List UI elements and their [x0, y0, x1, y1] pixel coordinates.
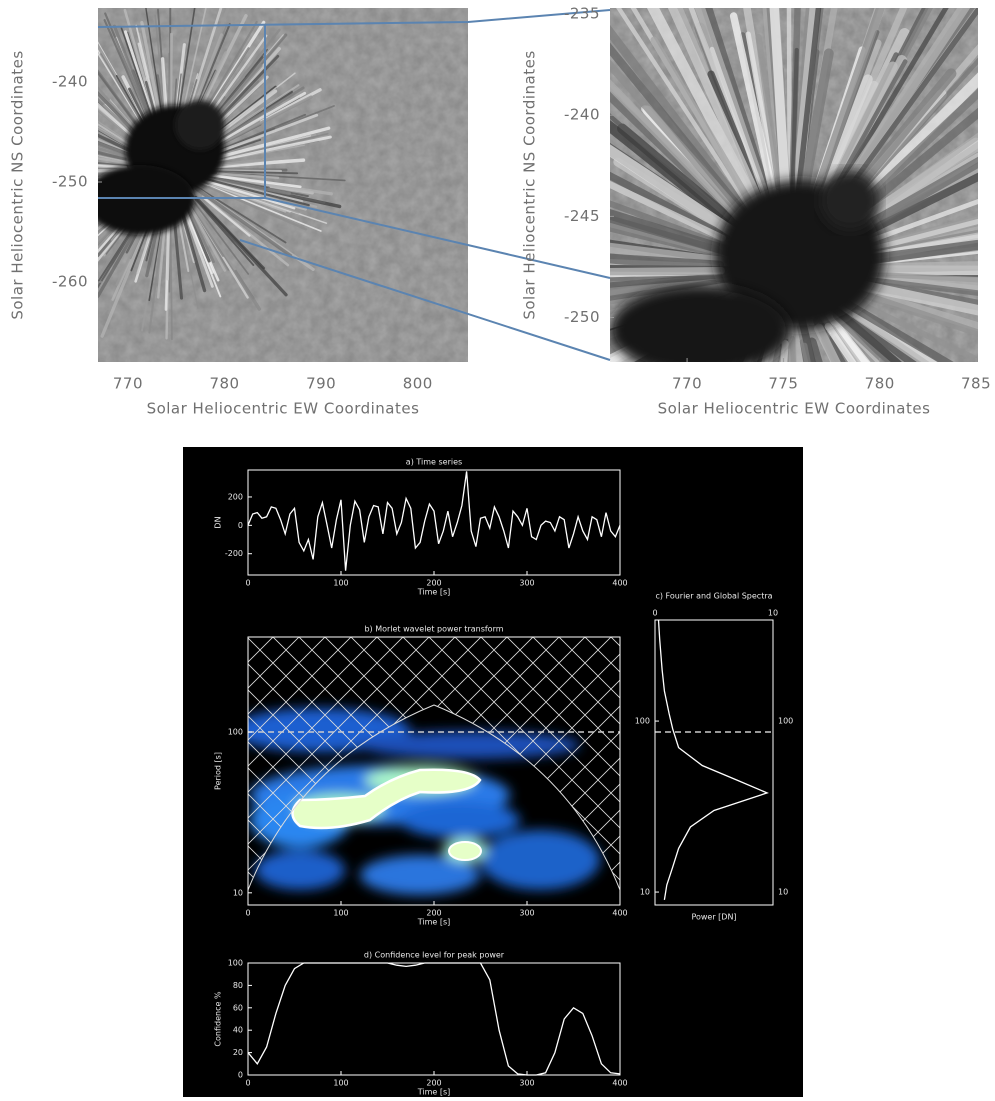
x-tick-label: 100 [333, 1079, 348, 1088]
x-tick-label: 780 [865, 375, 895, 393]
y-tick-label: -235 [564, 5, 600, 23]
y-tick-label: 10 [778, 888, 788, 897]
panel-title: b) Morlet wavelet power transform [364, 625, 503, 634]
y-tick-label: -200 [225, 549, 243, 558]
x-tick-label: 0 [245, 579, 250, 588]
filament [838, 339, 985, 549]
y-tick-label: 200 [228, 492, 243, 501]
x-tick-label: 300 [519, 579, 534, 588]
y-tick-label: 10 [233, 888, 243, 897]
x-axis-label: Time [s] [417, 1088, 451, 1097]
x-tick-label: 100 [333, 909, 348, 918]
x-tick-label: 10 [768, 609, 778, 618]
filament [819, 328, 957, 608]
filament [834, 337, 987, 570]
x-tick-label: 790 [306, 375, 336, 393]
y-tick-label: 10 [640, 888, 650, 897]
x-tick-label: 200 [426, 579, 441, 588]
y-tick-label: 100 [228, 959, 243, 968]
x-tick-label: 400 [612, 1079, 627, 1088]
y-axis-label: Confidence % [214, 991, 223, 1047]
x-tick-label: 400 [612, 579, 627, 588]
y-tick-label: 0 [238, 1071, 243, 1080]
x-tick-label: 400 [612, 909, 627, 918]
x-tick-label: 300 [519, 1079, 534, 1088]
x-tick-label: 770 [672, 375, 702, 393]
x-tick-label: 0 [245, 1079, 250, 1088]
filament [823, 340, 913, 529]
x-tick-label: 775 [768, 375, 798, 393]
panel-title: c) Fourier and Global Spectra [655, 592, 772, 601]
x-tick-label: 0 [245, 909, 250, 918]
x-tick-label: 300 [519, 909, 534, 918]
y-tick-label: -240 [564, 106, 600, 124]
y-axis-label: Period [s] [214, 752, 223, 790]
panel-title: d) Confidence level for peak power [364, 951, 505, 960]
y-tick-label: 100 [635, 717, 650, 726]
y-tick-label: -260 [52, 273, 88, 291]
y-tick-label: -250 [52, 173, 88, 191]
y-tick-label: -240 [52, 73, 88, 91]
x-tick-label: 200 [426, 909, 441, 918]
x-tick-label: 200 [426, 1079, 441, 1088]
y-tick-label: 0 [238, 521, 243, 530]
y-axis-label: Solar Heliocentric NS Coordinates [9, 50, 27, 319]
x-tick-label: 100 [333, 579, 348, 588]
filament [802, 342, 853, 644]
panel-title: a) Time series [406, 458, 462, 467]
x-tick-label: 780 [209, 375, 239, 393]
x-tick-label: 0 [652, 609, 657, 618]
y-tick-label: 20 [233, 1048, 243, 1057]
filament [805, 345, 851, 583]
x-tick-label: 800 [403, 375, 433, 393]
y-tick-label: 80 [233, 981, 243, 990]
x-axis-label: Solar Heliocentric EW Coordinates [147, 400, 420, 418]
y-tick-label: 100 [228, 728, 243, 737]
x-axis-label: Solar Heliocentric EW Coordinates [658, 400, 931, 418]
x-tick-label: 785 [961, 375, 991, 393]
x-tick-label: 770 [113, 375, 143, 393]
wavelet-image [230, 637, 620, 905]
y-axis-label: Solar Heliocentric NS Coordinates [521, 50, 539, 319]
y-tick-label: -245 [564, 207, 600, 225]
y-tick-label: 60 [233, 1003, 243, 1012]
y-axis-label: DN [214, 516, 223, 528]
x-axis-label: Time [s] [417, 918, 451, 927]
x-axis-label: Time [s] [417, 588, 451, 597]
y-tick-label: 100 [778, 717, 793, 726]
y-tick-label: 40 [233, 1026, 243, 1035]
y-tick-label: -250 [564, 308, 600, 326]
x-axis-label: Power [DN] [691, 913, 736, 922]
